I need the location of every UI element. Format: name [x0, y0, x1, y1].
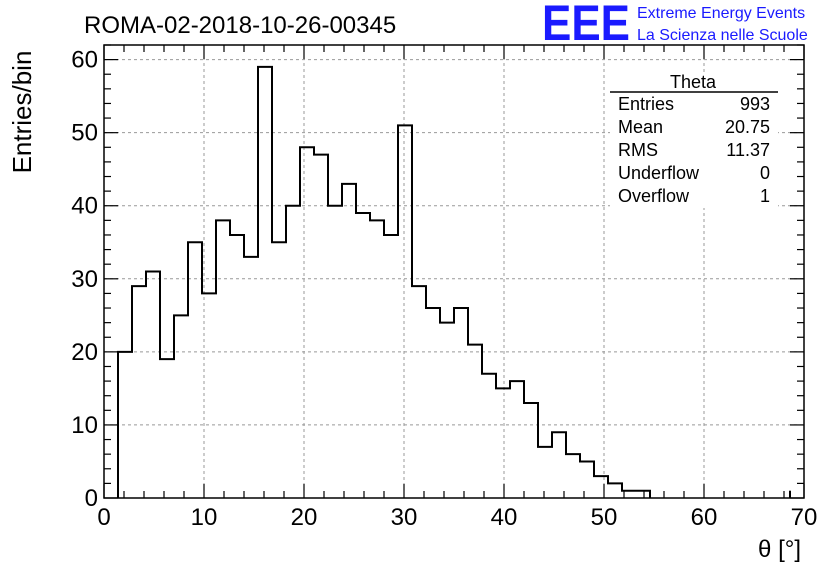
histogram-bin: [356, 213, 370, 498]
histogram-bin: [146, 272, 160, 499]
histogram-bin: [202, 293, 216, 498]
histogram-bin: [118, 352, 132, 498]
grid-lines: [104, 45, 804, 498]
histogram-bin: [594, 476, 608, 498]
stats-label: Overflow: [618, 186, 690, 206]
histogram-bin: [398, 125, 412, 498]
histogram-bin: [440, 323, 454, 498]
y-tick-label: 50: [71, 120, 98, 147]
histogram-bin: [188, 242, 202, 498]
plot-frame: [103, 44, 805, 499]
axis-ticks: [103, 44, 805, 499]
x-tick-label: 20: [291, 504, 318, 531]
histogram-bin: [538, 447, 552, 498]
x-tick-label: 10: [191, 504, 218, 531]
logo-line2: La Scienza nelle Scuole: [637, 27, 808, 44]
x-tick-label: 0: [97, 504, 110, 531]
stats-box-background: [610, 72, 778, 208]
histogram-bin: [454, 308, 468, 498]
x-axis-label: θ [°]: [758, 536, 801, 563]
histogram-bin: [370, 220, 384, 498]
y-tick-label: 30: [71, 266, 98, 293]
x-tick-label: 30: [391, 504, 418, 531]
histogram-bin: [286, 206, 300, 498]
histogram-bin: [160, 359, 174, 498]
stats-value: 993: [740, 94, 770, 114]
histogram-bin: [314, 155, 328, 498]
stats-value: 11.37: [726, 140, 770, 160]
stats-box: Theta Entries 993 Mean 20.75 RMS 11.37 Underfl…: [610, 72, 778, 208]
stats-label: Entries: [618, 94, 674, 114]
histogram-bin: [426, 308, 440, 498]
stats-title: Theta: [670, 72, 717, 92]
histogram-bin: [384, 235, 398, 498]
histogram-bin: [580, 461, 594, 498]
stats-label: Mean: [618, 117, 663, 137]
stats-label: RMS: [618, 140, 658, 160]
histogram-bin: [272, 242, 286, 498]
stats-value: 0: [760, 163, 770, 183]
y-tick-label: 60: [71, 47, 98, 74]
histogram-bin: [636, 491, 650, 498]
histogram-bin: [524, 403, 538, 498]
x-tick-labels: 0 10 20 30 40 50 60 70: [97, 504, 817, 531]
histogram-bin: [510, 381, 524, 498]
histogram-bin: [230, 235, 244, 498]
histogram-bin: [412, 286, 426, 498]
logo-eee: EEE: [542, 0, 630, 51]
y-tick-label: 20: [71, 339, 98, 366]
y-tick-labels: 0 10 20 30 40 50 60: [71, 47, 98, 512]
y-tick-label: 10: [71, 412, 98, 439]
y-tick-label: 0: [85, 485, 98, 512]
histogram-series: [117, 65, 651, 498]
histogram-bin: [132, 286, 146, 498]
histogram-bin: [468, 345, 482, 498]
chart-title: ROMA-02-2018-10-26-00345: [84, 12, 396, 39]
x-tick-label: 50: [591, 504, 618, 531]
histogram-bin: [482, 374, 496, 498]
x-tick-label: 70: [791, 504, 818, 531]
histogram-bin: [258, 67, 272, 498]
histogram-bin: [174, 315, 188, 498]
stats-rows: Entries 993 Mean 20.75 RMS 11.37 Underflow 0 Ove…: [618, 94, 770, 206]
stats-label: Underflow: [618, 163, 700, 183]
y-axis-label: Entries/bin: [7, 51, 37, 174]
stats-value: 20.75: [725, 117, 770, 137]
histogram-bin: [244, 257, 258, 498]
histogram-bin: [496, 388, 510, 498]
histogram-bin: [566, 454, 580, 498]
histogram-layer: [117, 65, 791, 499]
histogram-bin: [300, 147, 314, 498]
x-tick-label: 60: [691, 504, 718, 531]
x-tick-label: 40: [491, 504, 518, 531]
histogram-bin: [216, 220, 230, 498]
histogram-bin: [608, 483, 622, 498]
histogram-bin: [342, 184, 356, 498]
histogram-bin: [328, 206, 342, 498]
histogram-bin: [552, 432, 566, 498]
stats-value: 1: [760, 186, 770, 206]
y-tick-label: 40: [71, 193, 98, 220]
logo-line1: Extreme Energy Events: [637, 5, 805, 22]
